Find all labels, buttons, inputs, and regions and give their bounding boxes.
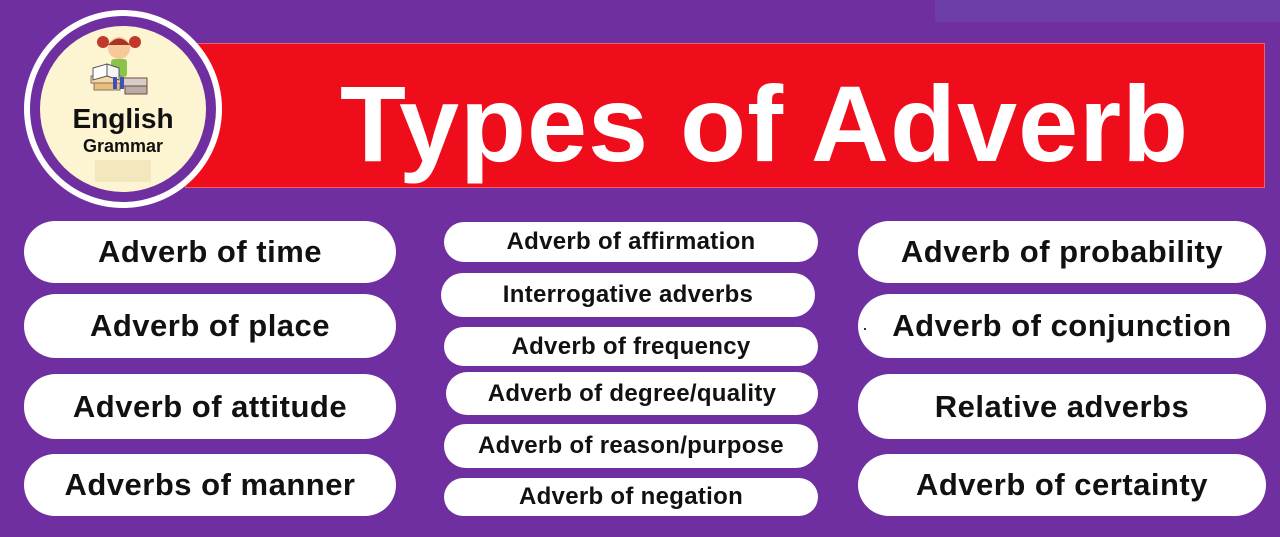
girl-reading-books-icon: [90, 36, 148, 95]
middle-item-3: Adverb of frequency: [444, 327, 818, 366]
stray-dot-decoration: [864, 328, 866, 330]
right-item-1: Adverb of probability: [858, 221, 1266, 283]
logo-text-grammar: Grammar: [82, 136, 164, 156]
middle-item-4: Adverb of degree/quality: [446, 372, 818, 415]
right-item-2: Adverb of conjunction: [858, 294, 1266, 358]
middle-item-5: Adverb of reason/purpose: [444, 424, 818, 468]
left-item-2: Adverb of place: [24, 294, 396, 358]
middle-item-6: Adverb of negation: [444, 478, 818, 516]
right-item-4: Adverb of certainty: [858, 454, 1266, 516]
middle-item-1: Adverb of affirmation: [444, 222, 818, 262]
logo-text-english: English: [72, 103, 174, 134]
title-banner: [185, 43, 1265, 188]
right-item-3: Relative adverbs: [858, 374, 1266, 439]
top-tab-decoration: [935, 0, 1280, 22]
left-item-1: Adverb of time: [24, 221, 396, 283]
left-item-3: Adverb of attitude: [24, 374, 396, 439]
middle-item-2: Interrogative adverbs: [441, 273, 815, 317]
logo-stand-decoration: [95, 160, 151, 182]
page-title: Types of Adverb: [340, 63, 1190, 184]
left-item-4: Adverbs of manner: [24, 454, 396, 516]
